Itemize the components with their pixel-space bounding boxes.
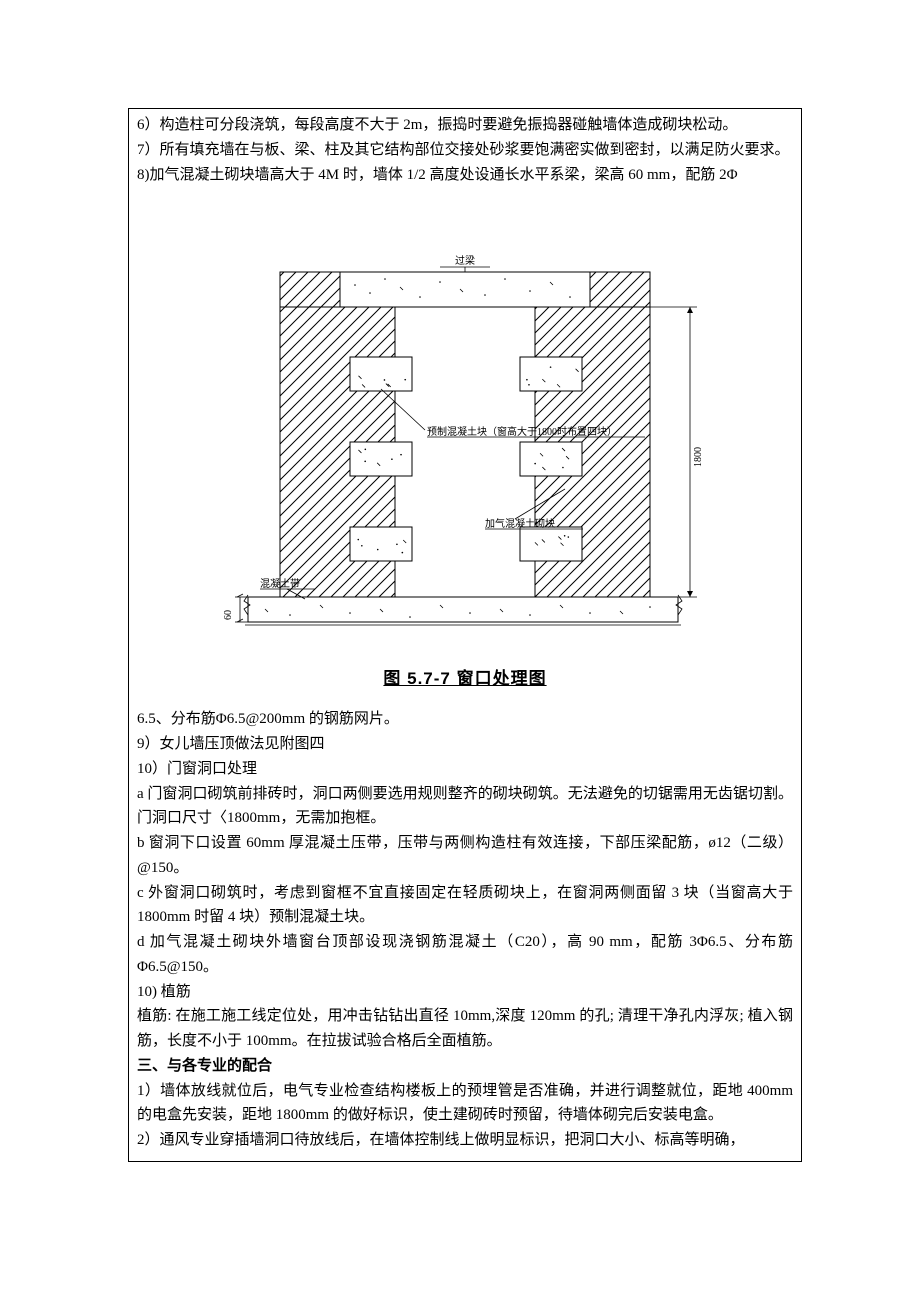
para-6: 6）构造柱可分段浇筑，每段高度不大于 2m，振捣时要避免振捣器碰触墙体造成砌块松… [137, 113, 793, 138]
precast-blocks [350, 357, 582, 561]
figure-window-treatment: 过梁 预制混凝土块（窗高大于1800时布置四块） 加气混凝土砌块 [137, 227, 793, 657]
page: 6）构造柱可分段浇筑，每段高度不大于 2m，振捣时要避免振捣器碰触墙体造成砌块松… [0, 108, 920, 1162]
section-3-heading: 三、与各专业的配合 [137, 1054, 793, 1079]
label-concrete-band: 混凝土带 [260, 577, 300, 590]
wall-top-left [280, 272, 340, 307]
para-c: c 外窗洞口砌筑时，考虑到窗框不宜直接固定在轻质砌块上，在窗洞两侧面留 3 块（… [137, 881, 793, 931]
para-3-1: 1）墙体放线就位后，电气专业检查结构楼板上的预埋管是否准确，并进行调整就位，距地… [137, 1079, 793, 1129]
para-9: 9）女儿墙压顶做法见附图四 [137, 732, 793, 757]
label-aerated: 加气混凝土砌块 [485, 517, 555, 530]
para-a: a 门窗洞口砌筑前排砖时，洞口两侧要选用规则整齐的砌块砌筑。无法避免的切锯需用无… [137, 782, 793, 832]
dim-60: 60 [223, 610, 234, 620]
para-8: 8)加气混凝土砌块墙高大于 4M 时，墙体 1/2 高度处设通长水平系梁，梁高 … [137, 163, 793, 188]
para-d: d 加气混凝土砌块外墙窗台顶部设现浇钢筋混凝土（C20），高 90 mm，配筋 … [137, 930, 793, 980]
figure-svg: 过梁 预制混凝土块（窗高大于1800时布置四块） 加气混凝土砌块 [185, 227, 745, 657]
para-10: 10）门窗洞口处理 [137, 757, 793, 782]
dim-1800: 1800 [693, 447, 704, 467]
para-7: 7）所有填充墙在与板、梁、柱及其它结构部位交接处砂浆要饱满密实做到密封，以满足防… [137, 138, 793, 163]
para-zhijin: 植筋: 在施工施工线定位处，用冲击钻钻出直径 10mm,深度 120mm 的孔;… [137, 1004, 793, 1054]
para-10b: 10) 植筋 [137, 980, 793, 1005]
wall-top-right [590, 272, 650, 307]
figure-caption: 图 5.7-7 窗口处理图 [137, 665, 793, 693]
para-65: 6.5、分布筋Φ6.5@200mm 的钢筋网片。 [137, 707, 793, 732]
lintel [340, 272, 590, 307]
label-lintel: 过梁 [455, 254, 475, 267]
label-precast: 预制混凝土块（窗高大于1800时布置四块） [427, 425, 617, 438]
para-b: b 窗洞下口设置 60mm 厚混凝土压带，压带与两侧构造柱有效连接，下部压梁配筋… [137, 831, 793, 881]
content-frame: 6）构造柱可分段浇筑，每段高度不大于 2m，振捣时要避免振捣器碰触墙体造成砌块松… [128, 108, 802, 1162]
para-3-2: 2）通风专业穿插墙洞口待放线后，在墙体控制线上做明显标识，把洞口大小、标高等明确… [137, 1128, 793, 1153]
concrete-band [248, 597, 678, 622]
